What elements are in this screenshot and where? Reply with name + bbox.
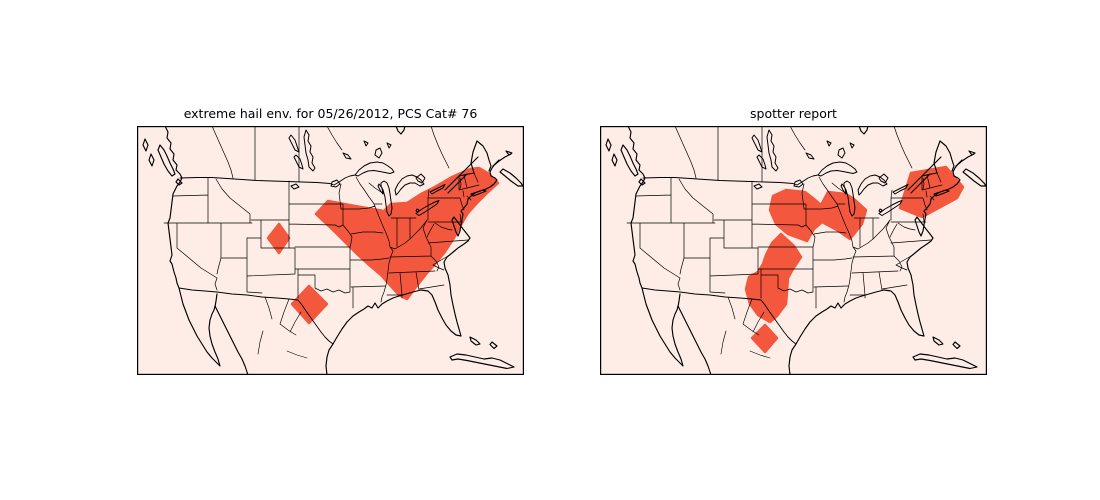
map-frame [137, 126, 524, 375]
map-frame [600, 126, 987, 375]
map-panel-hail-environment: extreme hail env. for 05/26/2012, PCS Ca… [137, 106, 524, 375]
hail-band-midwest-to-northeast [314, 166, 500, 301]
report-blob-northeast [898, 165, 965, 219]
map-ocean-land-background [137, 126, 524, 375]
regions-layer [266, 166, 500, 325]
map-panel-spotter-report: spotter report [600, 106, 987, 375]
report-blob-northern-plains-upper-midwest [768, 188, 868, 243]
map-title-spotter-report: spotter report [750, 106, 837, 121]
map-spotter-report [600, 126, 987, 375]
hail-diamond-wyoming [266, 222, 291, 255]
map-title-hail-environment: extreme hail env. for 05/26/2012, PCS Ca… [183, 106, 478, 121]
map-hail-environment [137, 126, 524, 375]
